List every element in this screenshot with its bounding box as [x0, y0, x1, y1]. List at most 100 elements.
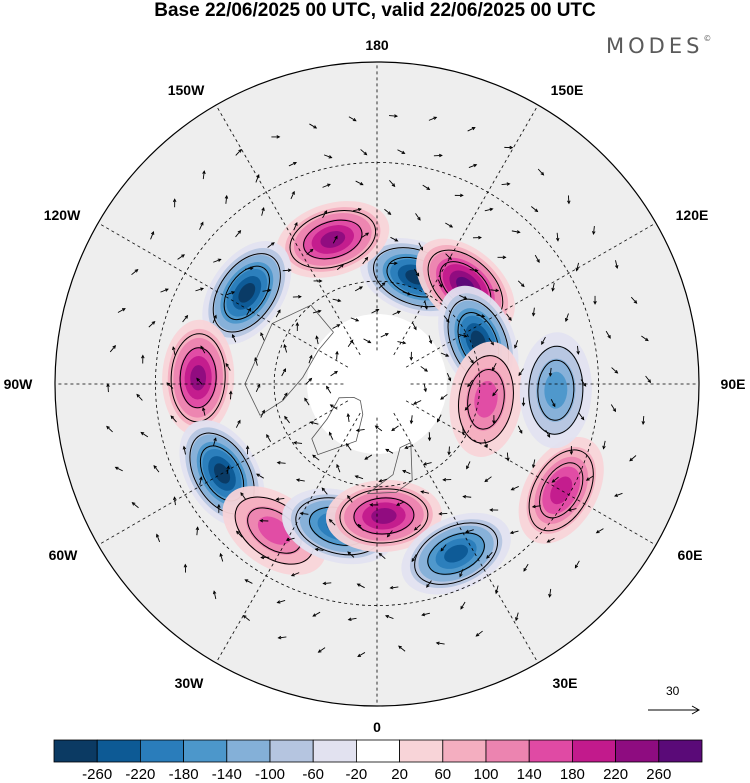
anomaly-positive [518, 436, 604, 544]
wind-arrow [545, 429, 551, 438]
colorbar-tick-label: -60 [302, 766, 325, 783]
colorbar-tick-label: 20 [391, 766, 408, 783]
wind-arrow [330, 371, 338, 377]
wind-arrow [440, 394, 448, 400]
wind-arrow [580, 379, 587, 387]
wind-arrow [213, 591, 217, 600]
wind-arrow [174, 497, 176, 506]
anomaly-positive [162, 319, 235, 436]
wind-arrow [226, 466, 230, 475]
wind-arrow [392, 311, 401, 316]
wind-arrow [281, 368, 286, 377]
wind-arrow [262, 289, 271, 292]
wind-arrow [578, 412, 585, 420]
longitude-label: 180 [365, 37, 389, 53]
wind-arrow [183, 446, 186, 455]
anomaly-positive [449, 341, 523, 457]
anomaly-negative [519, 332, 592, 449]
wind-arrow [466, 461, 471, 469]
wind-arrow [371, 309, 379, 314]
wind-arrow [541, 336, 546, 345]
wind-arrow [446, 373, 451, 381]
wind-arrow [352, 208, 362, 212]
wind-arrow [413, 400, 422, 405]
wind-arrow [278, 636, 287, 639]
wind-arrow [322, 183, 331, 188]
colorbar-tick-label: -100 [254, 766, 286, 783]
wind-arrow [117, 308, 126, 313]
meridian [393, 412, 539, 664]
wind-arrow [411, 554, 417, 562]
wind-arrow [556, 232, 559, 241]
wind-arrow [398, 645, 406, 652]
wind-arrow [437, 414, 442, 422]
meridian [97, 400, 349, 546]
wind-arrow [421, 491, 430, 494]
wind-arrow [288, 162, 297, 167]
wind-arrow [550, 399, 556, 407]
wind-arrow [266, 434, 272, 442]
colorbar-tick-label: -180 [168, 766, 199, 783]
wind-arrow [517, 280, 525, 287]
wind-arrow [261, 207, 265, 216]
coastline [367, 441, 413, 494]
wind-arrow [488, 337, 494, 345]
wind-arrow [462, 426, 464, 435]
wind-arrow [458, 334, 467, 337]
wind-arrow [506, 313, 512, 321]
wind-arrow [308, 355, 313, 364]
wind-arrow [423, 383, 427, 392]
wind-arrow [246, 308, 251, 316]
reference-vector-arrow [648, 705, 701, 715]
wind-arrow [109, 345, 116, 353]
wind-arrow [385, 448, 394, 454]
wind-arrow [156, 534, 161, 543]
longitude-label: 90W [3, 376, 33, 392]
wind-arrow [532, 459, 536, 468]
wind-arrow [283, 344, 288, 353]
wind-arrow [235, 230, 241, 238]
wind-arrow [153, 465, 160, 473]
wind-arrow [220, 553, 224, 562]
longitude-label: 0 [373, 719, 381, 735]
wind-arrow [260, 332, 265, 341]
wind-arrow [232, 334, 237, 343]
wind-arrow [202, 407, 206, 416]
wind-arrow [244, 267, 253, 270]
wind-arrow [282, 392, 288, 401]
wind-arrow [322, 210, 327, 219]
wind-arrow [448, 446, 450, 455]
wind-arrow [330, 404, 338, 410]
wind-arrow [605, 330, 611, 339]
wind-arrow [364, 454, 373, 460]
wind-arrow [196, 378, 203, 385]
map-title: Base 22/06/2025 00 UTC, valid 22/06/2025… [154, 0, 596, 21]
wind-arrow [282, 269, 291, 272]
wind-arrow [177, 254, 185, 260]
wind-arrow [260, 410, 265, 418]
longitude-label: 120E [675, 207, 709, 223]
reference-vector-label: 30 [666, 684, 680, 698]
wind-arrow [267, 242, 275, 248]
wind-arrow [517, 425, 523, 434]
brand-logo: MODES© [606, 34, 712, 58]
wind-arrow [445, 222, 453, 228]
wind-arrow [199, 222, 204, 230]
wind-arrow [484, 439, 488, 448]
wind-arrow [315, 548, 324, 551]
wind-arrow [225, 195, 228, 204]
wind-arrow [402, 470, 411, 475]
longitude-label: 150W [167, 82, 205, 98]
wind-arrow [484, 208, 493, 212]
wind-arrow [424, 301, 428, 310]
wind-arrow [277, 462, 286, 464]
wind-arrow [467, 379, 473, 387]
wind-arrow [459, 568, 464, 577]
wind-arrow [389, 115, 398, 117]
wind-arrow [321, 487, 328, 495]
wind-arrow [476, 314, 485, 317]
wind-arrow [596, 528, 604, 534]
wind-arrow [468, 164, 477, 168]
wind-arrow [305, 378, 312, 385]
wind-arrow [202, 171, 205, 180]
